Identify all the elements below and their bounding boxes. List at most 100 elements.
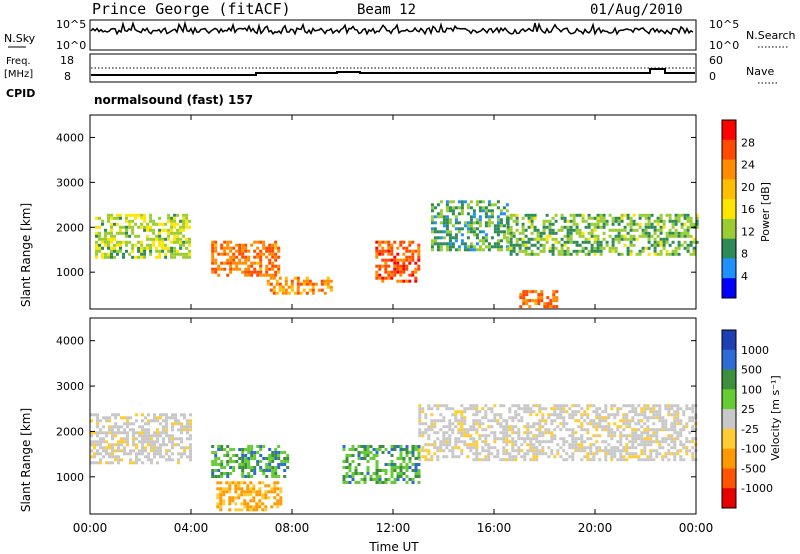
power-cell [110,240,113,244]
power-cell [268,273,272,277]
power-cell [411,258,415,262]
velocity-cell [222,499,226,503]
velocity-cell [598,449,602,453]
power-cell [182,252,186,256]
velocity-cell [637,428,641,432]
velocity-cell [153,446,156,450]
freq-tick-top: 18 [60,54,74,67]
velocity-cell [652,410,656,414]
power-cell [253,261,257,265]
velocity-cell [538,431,542,435]
velocity-cell [117,413,120,417]
power-cell [152,219,156,223]
velocity-cell [150,449,153,453]
velocity-cell [673,437,677,441]
velocity-cell [511,437,515,441]
power-cell [689,243,693,247]
velocity-cell [129,452,132,456]
velocity-cell [279,487,283,491]
velocity-cell [490,410,494,414]
power-cell [95,243,98,247]
power-cell [581,219,585,223]
power-cell [578,249,582,253]
velocity-cell [189,434,192,438]
power-cell [540,296,544,300]
velocity-cell [217,463,221,466]
power-cell [214,261,218,265]
power-cell [375,252,379,256]
power-cell [158,249,162,253]
velocity-cell [247,448,251,451]
power-cell [320,282,324,286]
power-cell [113,243,116,247]
power-cell [593,216,597,220]
velocity-cell [126,416,129,420]
velocity-cell [249,490,253,494]
velocity-cell [96,416,99,420]
velocity-cell [216,505,220,509]
power-cell [575,231,579,235]
velocity-cell [487,449,491,453]
power-cell [555,305,559,309]
velocity-cell [351,445,355,448]
power-cell [250,243,254,247]
power-cell [158,216,162,220]
velocity-cell [655,440,659,444]
power-cell [378,273,382,277]
velocity-cell [538,422,542,426]
velocity-cell [174,437,177,441]
velocity-cell [661,416,665,420]
velocity-cell [418,404,422,408]
power-cell [454,218,458,222]
velocity-cell [180,422,183,426]
power-cell [581,234,585,238]
velocity-cell [472,452,476,456]
power-cell [623,243,627,247]
velocity-cell [378,445,382,448]
velocity-cell [511,428,515,432]
power-cell [308,279,312,283]
power-cell [632,243,636,247]
power-cell [650,243,654,247]
velocity-cell [384,469,388,472]
velocity-cell [535,434,539,438]
velocity-cell [378,448,382,451]
velocity-cell [496,419,500,423]
velocity-cell [186,425,189,429]
velocity-cell [235,460,239,463]
velocity-cell [363,457,367,460]
power-cell [623,228,627,232]
power-cell [596,249,600,253]
velocity-cell [111,431,114,435]
velocity-cell [565,422,569,426]
velocity-cell [418,428,422,432]
velocity-cell [652,416,656,420]
velocity-cell [646,404,650,408]
power-cell [629,228,633,232]
power-cell [220,261,224,265]
power-cell [554,246,558,250]
power-cell [539,234,543,238]
power-cell [311,282,315,286]
power-cell [399,264,403,268]
power-cell [518,231,522,235]
power-cell [176,222,180,226]
power-cell [396,252,400,256]
velocity-cell [153,452,156,456]
power-cell [116,216,119,220]
power-cell [235,243,239,247]
velocity-cell [475,407,479,411]
power-cell [188,243,192,247]
power-cell [164,255,168,259]
velocity-cell [141,425,144,429]
velocity-cell [369,451,373,454]
power-cell [274,252,278,256]
velocity-cell [646,455,650,459]
power-cell [644,216,648,220]
velocity-cell [481,458,485,462]
power-cell [548,219,552,223]
velocity-cell [114,413,117,417]
velocity-cell [502,440,506,444]
velocity-cell [451,407,455,411]
